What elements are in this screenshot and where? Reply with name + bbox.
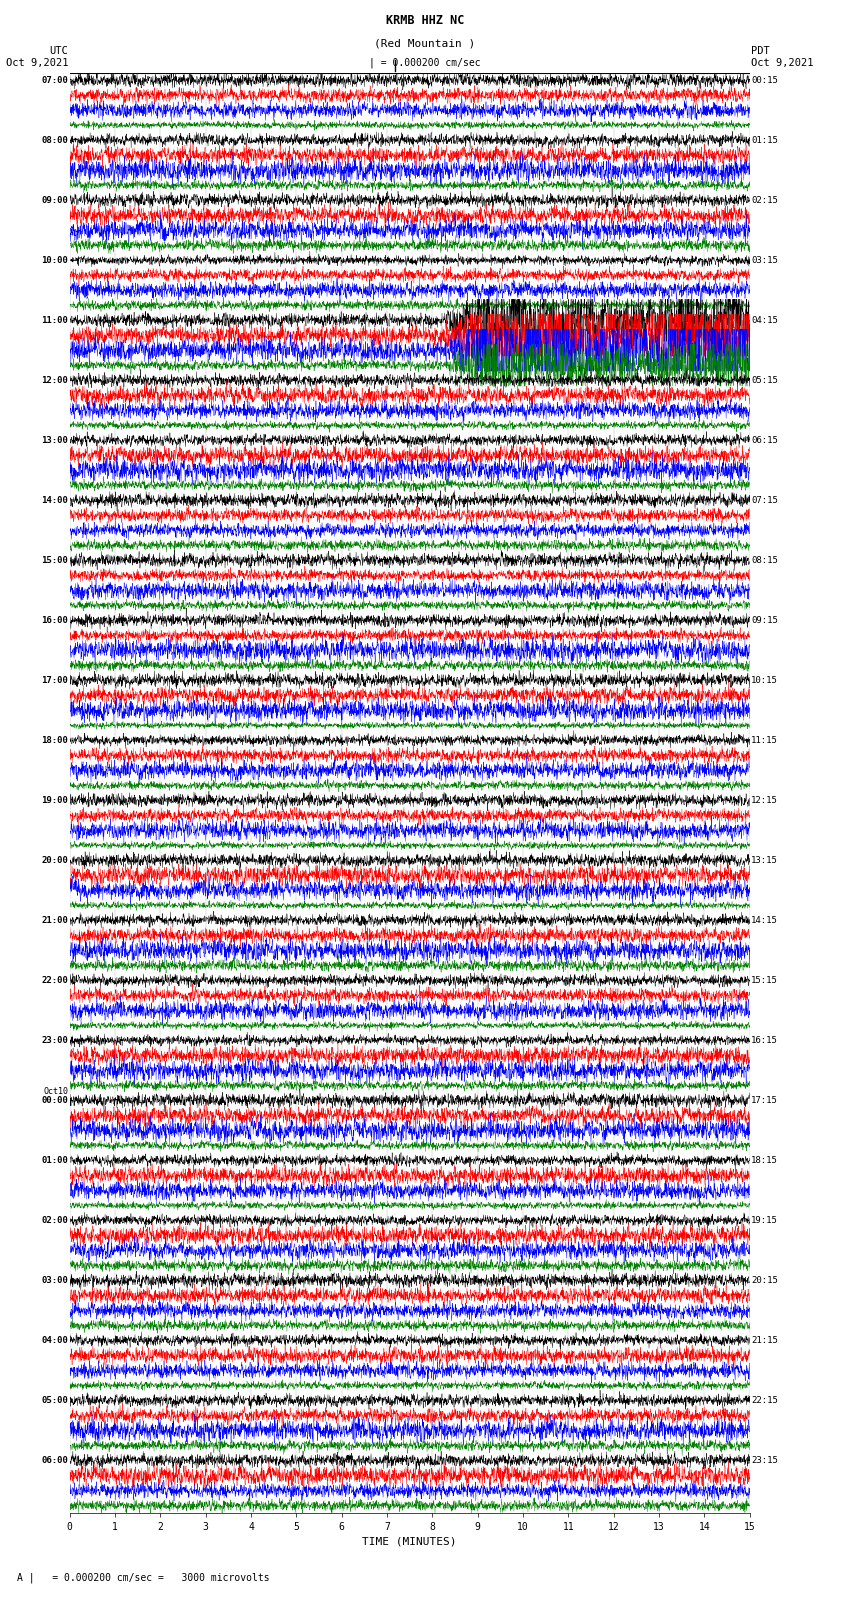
Text: 07:00: 07:00 [42, 76, 68, 84]
Text: 14:00: 14:00 [42, 495, 68, 505]
Text: 10:15: 10:15 [751, 676, 778, 686]
Text: 11:15: 11:15 [751, 736, 778, 745]
Text: 08:15: 08:15 [751, 556, 778, 565]
Text: 22:00: 22:00 [42, 976, 68, 986]
Text: 12:15: 12:15 [751, 795, 778, 805]
Text: KRMB HHZ NC: KRMB HHZ NC [386, 15, 464, 27]
Text: 06:00: 06:00 [42, 1457, 68, 1465]
Text: 23:00: 23:00 [42, 1036, 68, 1045]
Text: 01:00: 01:00 [42, 1157, 68, 1165]
Text: 05:15: 05:15 [751, 376, 778, 384]
Text: 18:00: 18:00 [42, 736, 68, 745]
Text: 13:00: 13:00 [42, 436, 68, 445]
Text: UTC
Oct 9,2021: UTC Oct 9,2021 [5, 47, 68, 68]
Text: 16:15: 16:15 [751, 1036, 778, 1045]
Text: 10:00: 10:00 [42, 255, 68, 265]
Text: 03:00: 03:00 [42, 1276, 68, 1286]
Text: 15:15: 15:15 [751, 976, 778, 986]
Text: | = 0.000200 cm/sec: | = 0.000200 cm/sec [369, 56, 481, 68]
Text: 07:15: 07:15 [751, 495, 778, 505]
Text: 17:15: 17:15 [751, 1095, 778, 1105]
Text: 20:00: 20:00 [42, 857, 68, 865]
Text: 20:15: 20:15 [751, 1276, 778, 1286]
Text: 12:00: 12:00 [42, 376, 68, 384]
Text: 00:15: 00:15 [751, 76, 778, 84]
Text: 02:00: 02:00 [42, 1216, 68, 1224]
Text: 14:15: 14:15 [751, 916, 778, 924]
Text: 15:00: 15:00 [42, 556, 68, 565]
Text: 04:00: 04:00 [42, 1336, 68, 1345]
Text: 17:00: 17:00 [42, 676, 68, 686]
Text: 06:15: 06:15 [751, 436, 778, 445]
Text: 04:15: 04:15 [751, 316, 778, 324]
Text: 00:00: 00:00 [42, 1095, 68, 1105]
Text: 21:15: 21:15 [751, 1336, 778, 1345]
Text: 09:15: 09:15 [751, 616, 778, 624]
Text: 05:00: 05:00 [42, 1395, 68, 1405]
Text: 19:00: 19:00 [42, 795, 68, 805]
Text: 19:15: 19:15 [751, 1216, 778, 1224]
Text: 18:15: 18:15 [751, 1157, 778, 1165]
Text: 08:00: 08:00 [42, 135, 68, 145]
Text: 03:15: 03:15 [751, 255, 778, 265]
Text: 01:15: 01:15 [751, 135, 778, 145]
Text: 13:15: 13:15 [751, 857, 778, 865]
Text: 16:00: 16:00 [42, 616, 68, 624]
Text: A |   = 0.000200 cm/sec =   3000 microvolts: A | = 0.000200 cm/sec = 3000 microvolts [17, 1573, 269, 1582]
Text: 23:15: 23:15 [751, 1457, 778, 1465]
Text: 22:15: 22:15 [751, 1395, 778, 1405]
Text: 11:00: 11:00 [42, 316, 68, 324]
Text: 21:00: 21:00 [42, 916, 68, 924]
Text: Oct10: Oct10 [43, 1087, 68, 1097]
Text: 02:15: 02:15 [751, 195, 778, 205]
Text: (Red Mountain ): (Red Mountain ) [374, 39, 476, 48]
X-axis label: TIME (MINUTES): TIME (MINUTES) [362, 1536, 457, 1547]
Text: 09:00: 09:00 [42, 195, 68, 205]
Text: PDT
Oct 9,2021: PDT Oct 9,2021 [751, 47, 814, 68]
